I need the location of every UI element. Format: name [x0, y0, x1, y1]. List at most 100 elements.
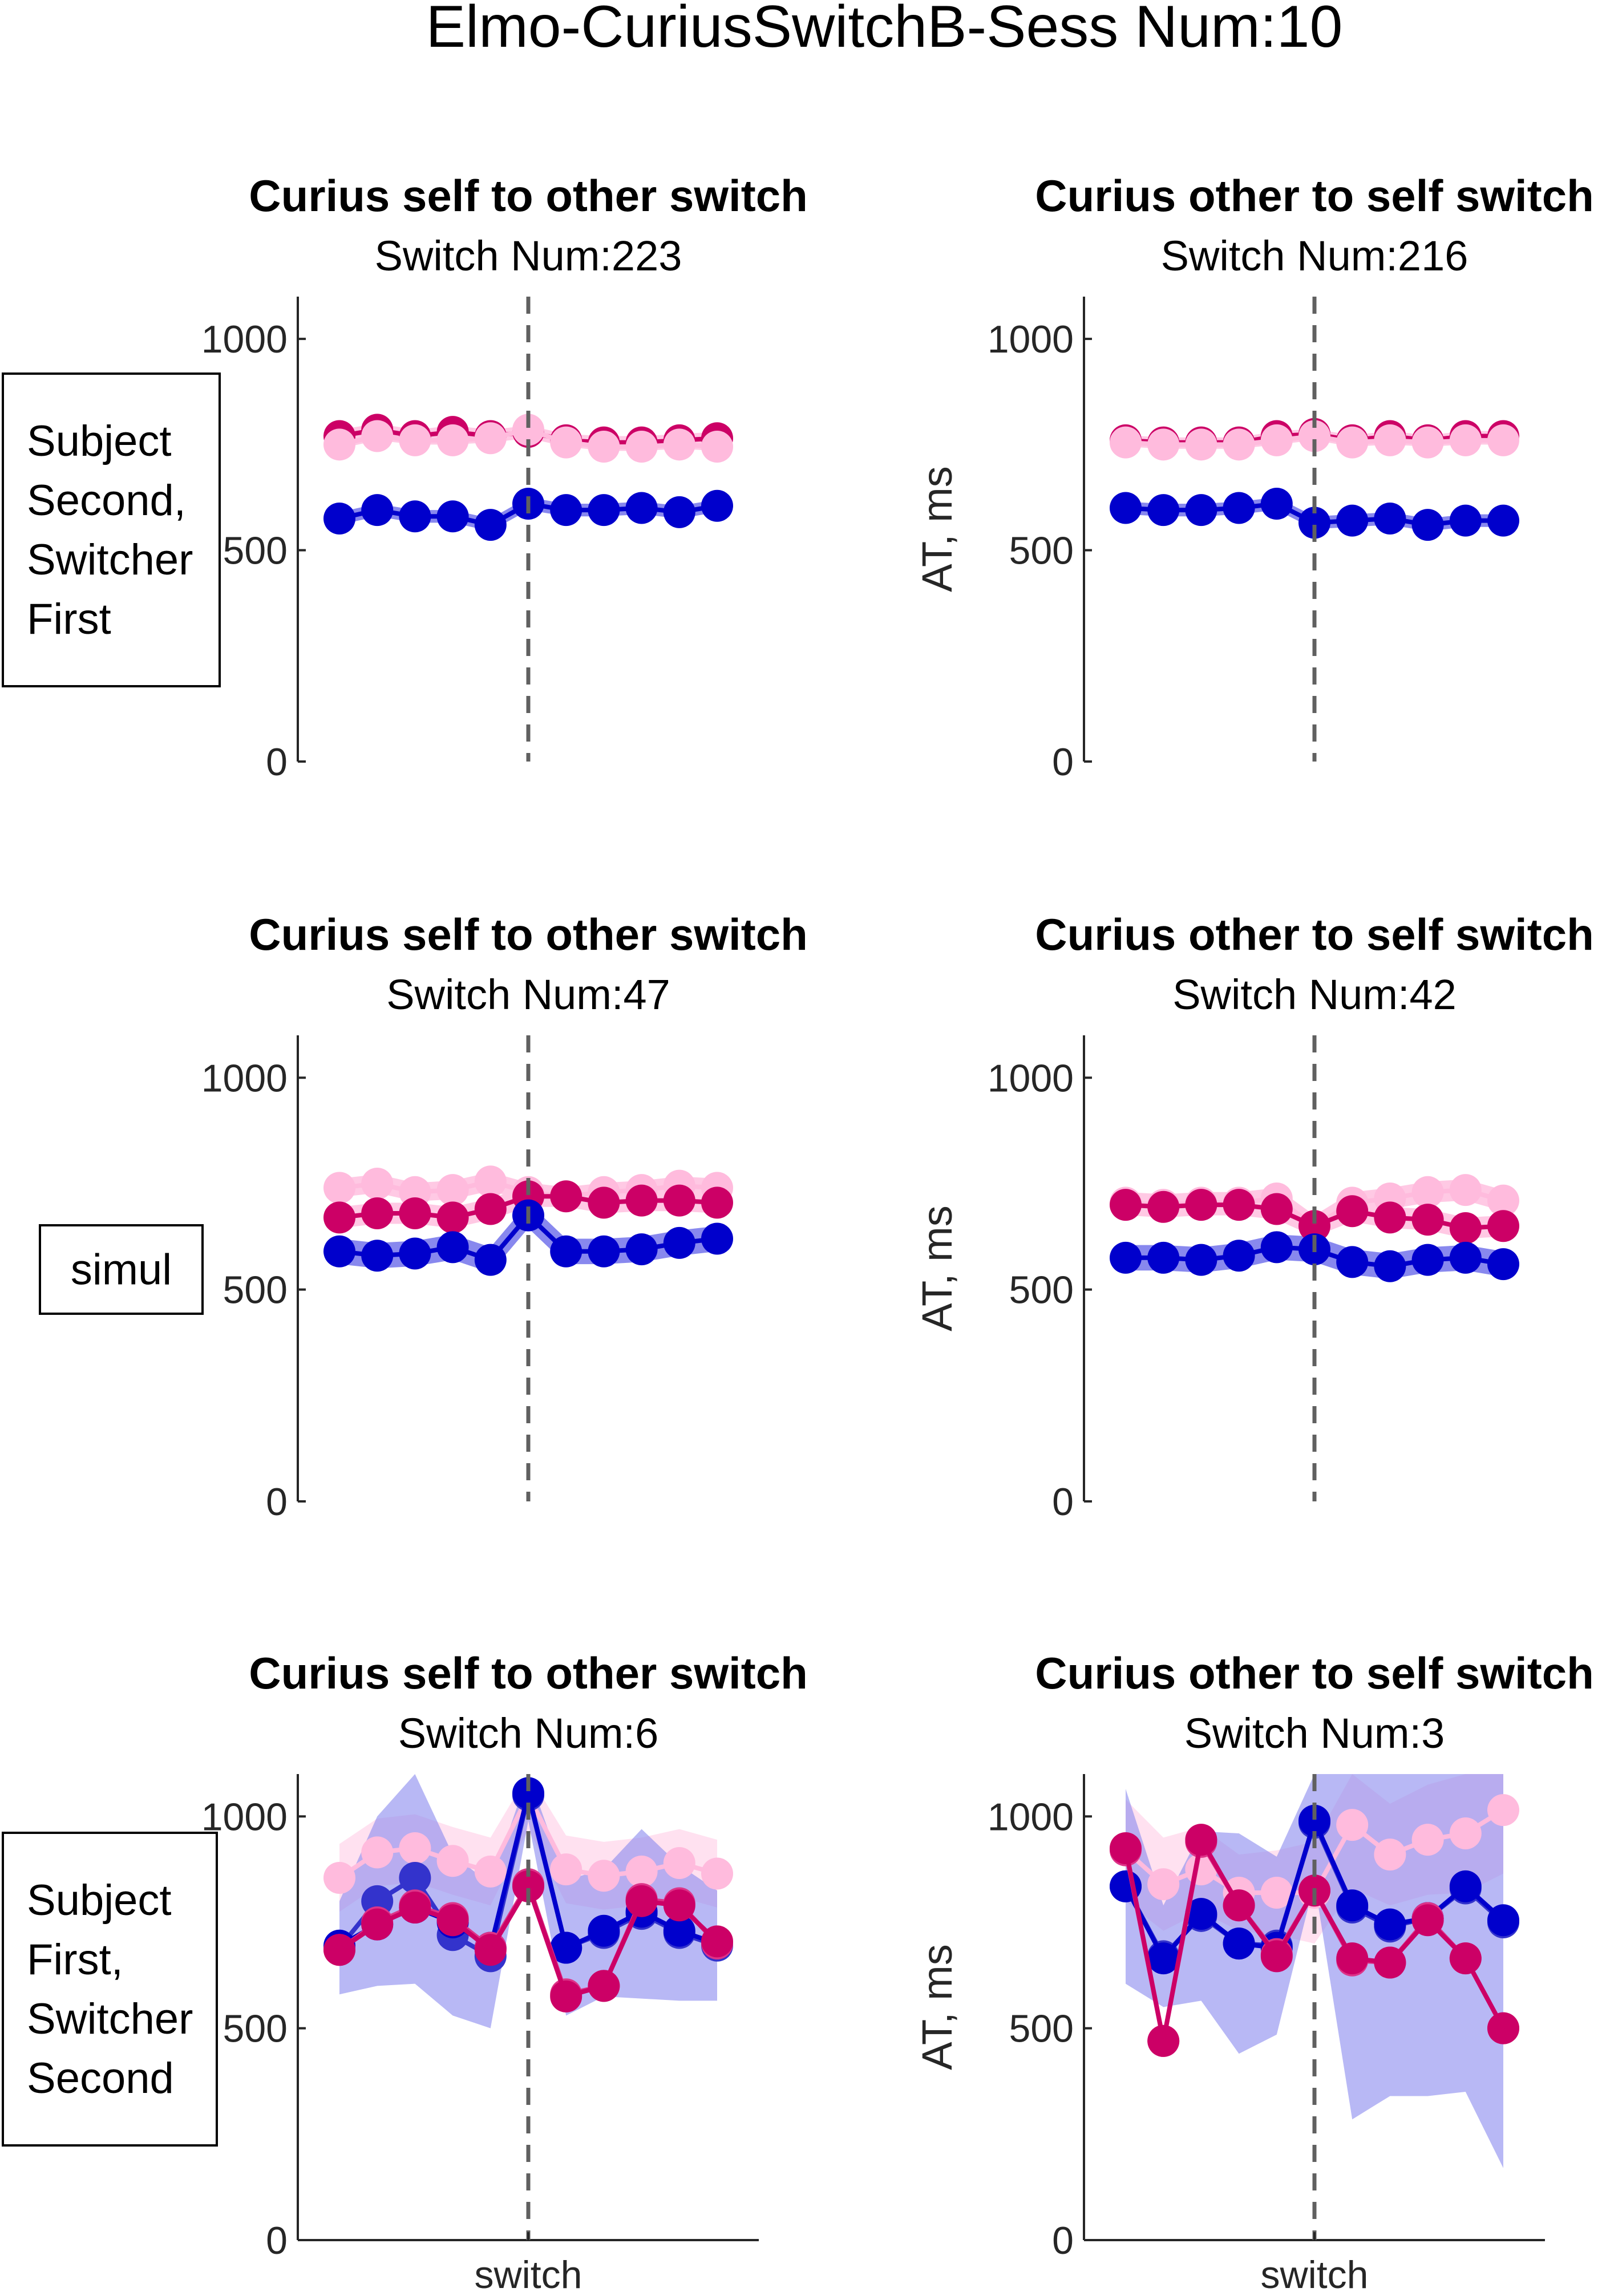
data-point: [1411, 1824, 1444, 1856]
panel-2: Curius self to other switch Switch Num:47…: [201, 909, 808, 1524]
data-point: [625, 1184, 658, 1217]
data-point: [588, 1970, 620, 2002]
data-point: [701, 431, 733, 463]
data-point: [1487, 504, 1519, 537]
data-point: [1147, 1190, 1180, 1223]
data-point: [1487, 1184, 1519, 1217]
data-point: [1147, 2024, 1180, 2057]
row-label-box: [39, 1224, 204, 1315]
data-point: [1147, 1942, 1180, 1975]
plot-area: [323, 414, 733, 541]
data-point: [1411, 1204, 1444, 1236]
data-point: [1298, 420, 1330, 452]
data-point: [436, 1231, 469, 1264]
data-point: [701, 1857, 733, 1890]
plot-area: [1110, 1174, 1519, 1282]
data-point: [399, 424, 431, 456]
data-point: [361, 1197, 394, 1229]
data-point: [1449, 1241, 1482, 1274]
x-tick-label: switch: [475, 2253, 582, 2296]
panel-subtitle: Switch Num:6: [398, 1710, 658, 1757]
y-axis-label: AT, ms: [913, 1944, 961, 2070]
data-point: [1110, 426, 1142, 459]
data-point: [474, 1934, 507, 1966]
data-point: [399, 1861, 431, 1894]
data-point: [550, 1853, 582, 1886]
panel-subtitle: Switch Num:223: [375, 232, 682, 280]
data-point: [323, 1934, 355, 1966]
data-point: [1487, 2012, 1519, 2044]
row-label-line: First,: [27, 1935, 123, 1984]
data-point: [625, 431, 658, 463]
plot-area: [323, 1165, 733, 1276]
panels: Curius self to other switch Switch Num:22…: [201, 171, 1594, 2296]
data-point: [588, 494, 620, 527]
y-tick-label: 500: [1009, 2007, 1074, 2051]
y-tick-label: 1000: [988, 318, 1074, 361]
data-point: [1298, 1210, 1330, 1242]
data-point: [1336, 1889, 1369, 1922]
data-point: [436, 1904, 469, 1937]
data-point: [1260, 1940, 1293, 1973]
data-point: [663, 1914, 695, 1947]
data-point: [625, 1855, 658, 1888]
data-point: [436, 1174, 469, 1206]
data-point: [1374, 1839, 1406, 1871]
row-label-line: Subject: [27, 417, 172, 465]
y-tick-label: 0: [266, 1480, 288, 1524]
data-point: [1223, 1240, 1255, 1272]
row-label-line: Subject: [27, 1876, 172, 1925]
data-point: [361, 420, 394, 452]
data-point: [1185, 1824, 1217, 1856]
row-label-line: Switcher: [27, 1995, 193, 2043]
row-label-2: Subject First, Switcher Second: [2, 1832, 218, 2147]
data-point: [1449, 504, 1482, 537]
data-point: [1374, 424, 1406, 456]
y-tick-label: 500: [223, 2007, 288, 2051]
error-band: [339, 1202, 717, 1273]
panel-subtitle: Switch Num:42: [1172, 971, 1457, 1018]
data-point: [512, 1870, 544, 1902]
data-point: [1487, 1904, 1519, 1937]
data-point: [1260, 1876, 1293, 1909]
data-point: [1260, 488, 1293, 520]
data-point: [663, 428, 695, 461]
data-point: [1223, 1889, 1255, 1922]
data-point: [663, 1889, 695, 1922]
row-labels: Subject Second, Switcher First simul Subject F…: [2, 372, 221, 2147]
data-point: [1185, 1189, 1217, 1221]
data-point: [323, 428, 355, 461]
panel-subtitle: Switch Num:3: [1184, 1710, 1445, 1757]
data-point: [1374, 502, 1406, 534]
data-point: [1298, 1804, 1330, 1837]
data-point: [588, 1914, 620, 1947]
data-point: [474, 509, 507, 541]
data-point: [1185, 1898, 1217, 1930]
y-tick-label: 1000: [988, 1795, 1074, 1839]
panel-0: Curius self to other switch Switch Num:22…: [201, 171, 808, 784]
y-tick-label: 500: [223, 1269, 288, 1312]
data-point: [436, 500, 469, 533]
data-point: [1487, 1210, 1519, 1242]
data-point: [323, 1235, 355, 1268]
data-point: [1411, 509, 1444, 541]
data-point: [550, 494, 582, 527]
data-point: [1487, 424, 1519, 456]
data-point: [550, 1235, 582, 1268]
row-label-1: simul: [39, 1224, 204, 1315]
data-point: [474, 1244, 507, 1276]
data-point: [1336, 1942, 1369, 1975]
figure-title: Elmo-CuriusSwitchB-Sess Num:10: [426, 0, 1343, 60]
panel-5: Curius other to self switch Switch Num:3 0…: [913, 1648, 1594, 2296]
panel-title: Curius other to self switch: [1035, 1648, 1593, 1698]
data-point: [1223, 1189, 1255, 1221]
y-tick-label: 1000: [201, 1795, 288, 1839]
data-point: [323, 502, 355, 534]
row-label-line: simul: [71, 1246, 172, 1294]
data-point: [1487, 1248, 1519, 1281]
data-point: [1185, 494, 1217, 527]
data-point: [1449, 1817, 1482, 1849]
data-point: [1411, 1904, 1444, 1937]
data-point: [1298, 507, 1330, 539]
data-point: [701, 1222, 733, 1255]
